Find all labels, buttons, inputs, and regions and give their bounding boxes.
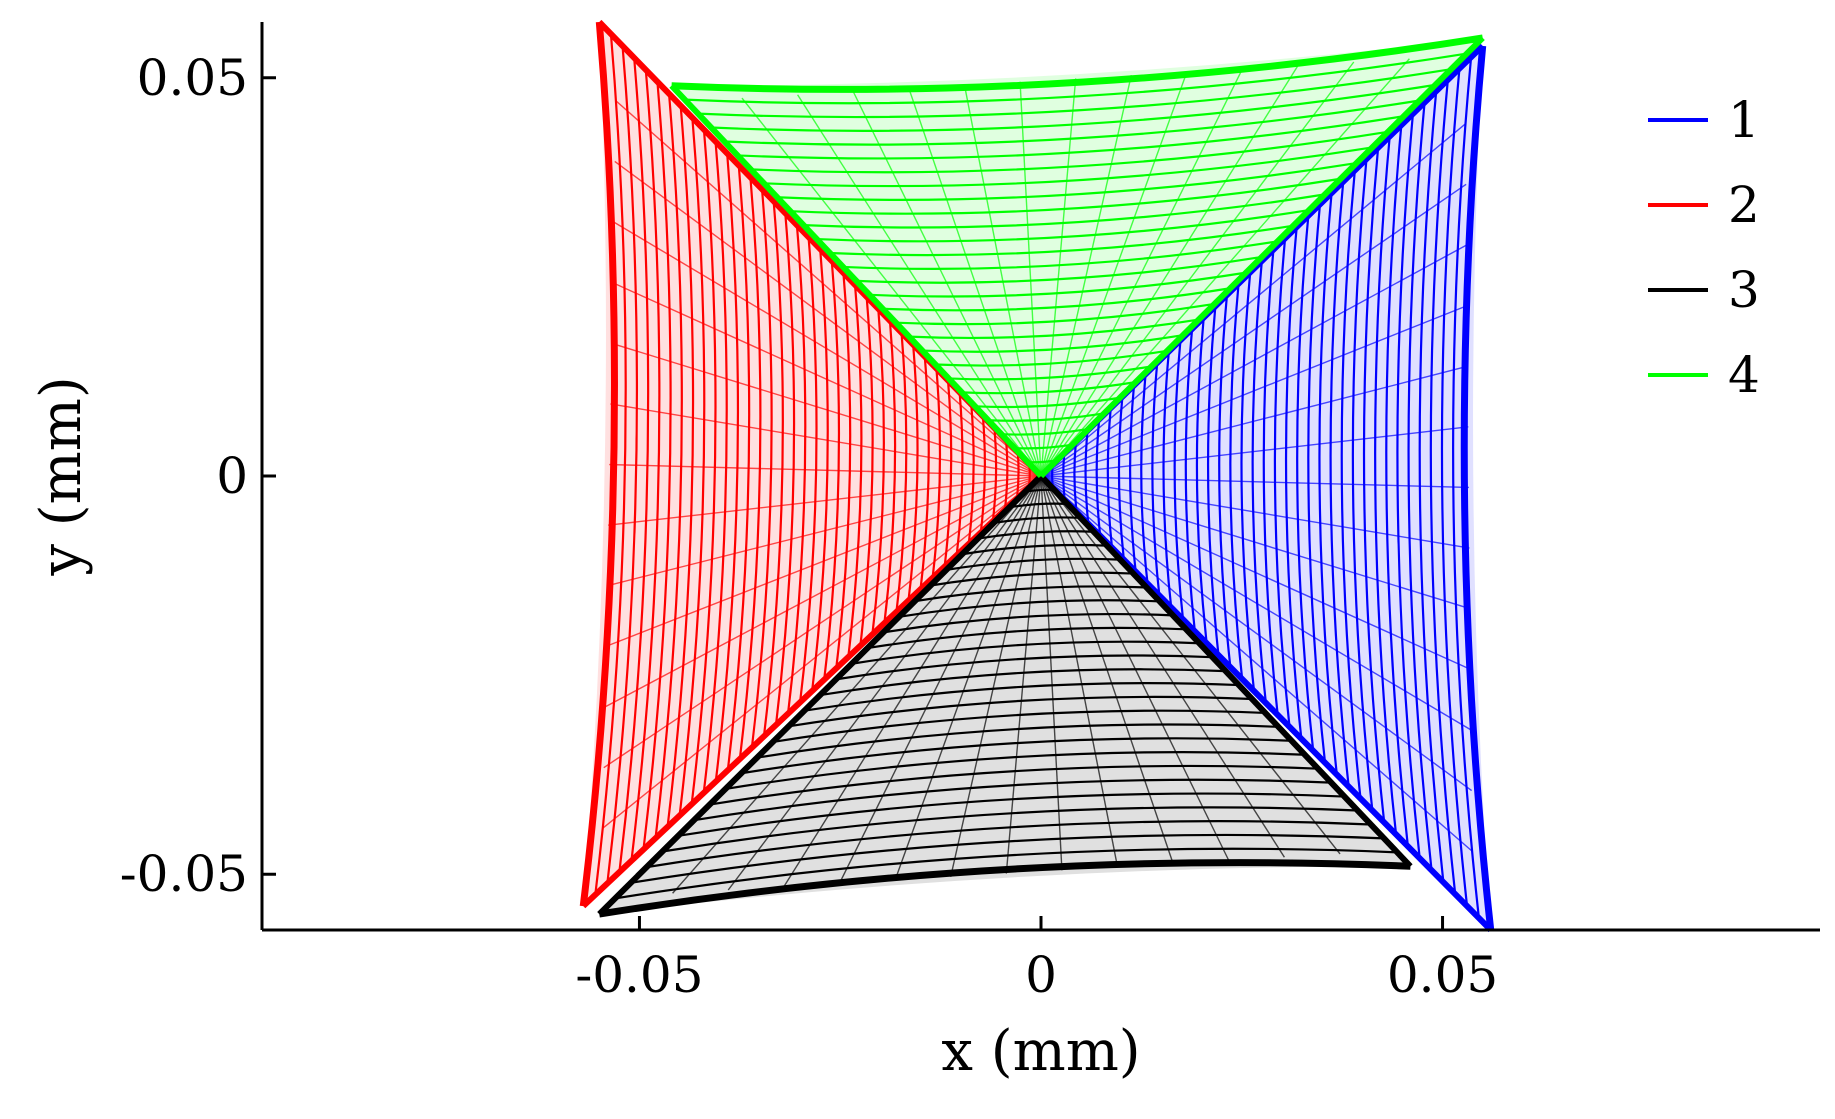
- series-2-ray: [612, 282, 1042, 477]
- series-1-ray: [1040, 475, 1473, 792]
- series-3-ray: [1040, 475, 1285, 858]
- series-1-ray: [1040, 244, 1468, 477]
- series-3-ray: [727, 475, 1042, 891]
- series-2-ray: [609, 463, 1042, 477]
- series-3-ray: [783, 475, 1042, 888]
- series-3-ray: [838, 475, 1042, 884]
- series-2-ray: [604, 475, 1042, 708]
- series-1-ray: [1040, 475, 1469, 489]
- series-3-ray: [1040, 475, 1341, 855]
- x-axis-title: x (mm): [941, 1019, 1140, 1084]
- series-3-ray: [1040, 475, 1063, 871]
- series-4: [669, 34, 1485, 479]
- series-2-ray: [605, 475, 1042, 648]
- legend-label-3: 3: [1728, 261, 1760, 319]
- series-1: [1038, 43, 1495, 933]
- series-2-ray: [614, 160, 1042, 477]
- y-tick-label: 0: [216, 447, 248, 505]
- legend: 1 2 3 4: [1648, 91, 1760, 404]
- series-4-ray: [741, 97, 1042, 477]
- series-1-ray: [1040, 123, 1467, 477]
- series-1-ray: [1040, 426, 1469, 477]
- series-4-ray: [1040, 61, 1355, 477]
- series-4-ray: [1040, 68, 1244, 477]
- series-2: [579, 19, 1044, 909]
- series-4-ray: [1040, 78, 1077, 477]
- series-1-ray: [1040, 475, 1471, 610]
- series-3: [597, 473, 1413, 918]
- series-1-ray: [1040, 304, 1468, 477]
- series-2-ray: [608, 475, 1042, 526]
- series-3-ray: [894, 475, 1042, 881]
- series-1-ray: [1040, 475, 1473, 852]
- series-4-edge: [1038, 35, 1485, 479]
- series-2-ray: [611, 342, 1042, 477]
- series-4-ray: [852, 91, 1042, 477]
- series-3-edge: [1038, 473, 1413, 869]
- series-4-ray: [1019, 81, 1042, 477]
- y-axis-title: y (mm): [29, 376, 94, 576]
- series-3-edge: [597, 473, 1044, 917]
- series-4-ray: [1040, 64, 1299, 477]
- x-tick-label: 0: [1025, 946, 1057, 1004]
- series-1-ray: [1040, 475, 1472, 731]
- series-2-ray: [613, 221, 1042, 477]
- y-ticks: -0.05 0 0.05: [120, 49, 276, 903]
- y-tick-label: -0.05: [120, 845, 248, 903]
- series-4-ray: [797, 94, 1042, 477]
- x-ticks: -0.05 0 0.05: [575, 916, 1498, 1004]
- series-4-ray: [1040, 71, 1188, 477]
- series-1-ray: [1040, 183, 1467, 477]
- series-3-ray: [1040, 475, 1230, 861]
- series-4-ray: [1040, 58, 1410, 477]
- y-tick-label: 0.05: [137, 49, 248, 107]
- legend-label-4: 4: [1728, 346, 1760, 404]
- series-4-ray: [908, 87, 1042, 477]
- x-tick-label: 0.05: [1387, 946, 1498, 1004]
- series-2-ray: [602, 475, 1042, 829]
- series-2-ray: [615, 100, 1042, 477]
- series-1-ray: [1040, 475, 1471, 670]
- series-4-ray: [1040, 74, 1132, 477]
- series-2-region: [583, 22, 1041, 907]
- series-2-ray: [606, 475, 1042, 587]
- series-1-ray: [1040, 475, 1470, 549]
- series-1-region: [1041, 45, 1491, 931]
- series-4-ray: [963, 84, 1042, 477]
- series-3-ray: [1040, 475, 1174, 865]
- series-3-ray: [1040, 475, 1119, 868]
- legend-label-1: 1: [1728, 91, 1760, 149]
- series-4-edge: [669, 83, 1044, 479]
- series-3-ray: [950, 475, 1042, 878]
- series-1-ray: [1040, 365, 1468, 477]
- axes: -0.05 0 0.05 -0.05 0 0.05: [120, 22, 1820, 1004]
- series-2-ray: [610, 403, 1042, 477]
- series-3-ray: [1005, 475, 1042, 874]
- plot-area: [579, 19, 1495, 933]
- series-2-ray: [603, 475, 1042, 769]
- series-3-ray: [672, 475, 1042, 894]
- series-layer: [579, 19, 1495, 933]
- x-tick-label: -0.05: [575, 946, 703, 1004]
- legend-label-2: 2: [1728, 176, 1760, 234]
